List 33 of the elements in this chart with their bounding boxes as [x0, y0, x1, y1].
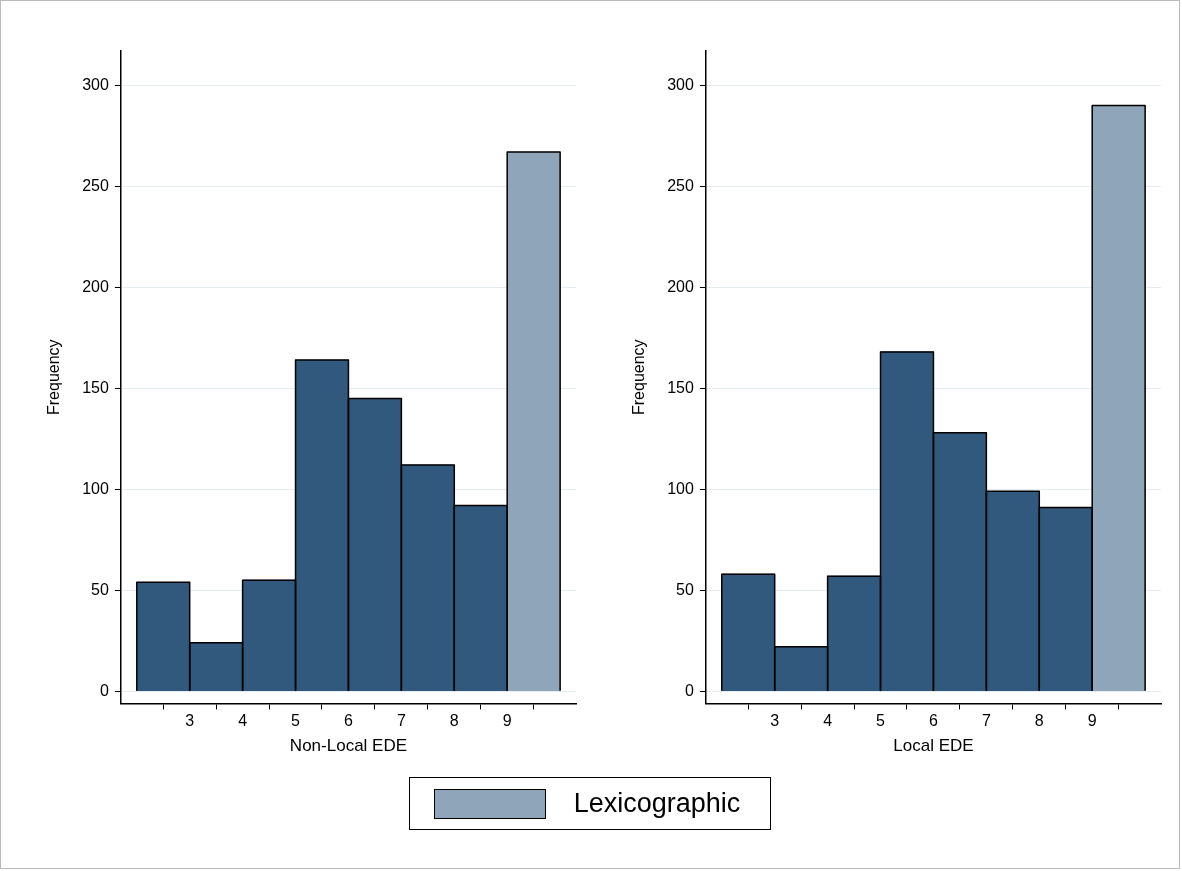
y-tick-label: 300 [82, 75, 109, 93]
y-tick-label: 150 [82, 378, 109, 396]
legend-label: Lexicographic [573, 788, 741, 819]
x-tick-label: 6 [928, 712, 938, 730]
x-tick-label: 3 [770, 712, 780, 730]
x-tick-label: 4 [823, 712, 833, 730]
y-tick-label: 250 [82, 176, 109, 194]
x-axis-title: Local EDE [893, 736, 974, 756]
x-axis-title: Non-Local EDE [289, 736, 408, 756]
x-tick-label: 5 [291, 712, 301, 730]
x-tick-label: 8 [1034, 712, 1044, 730]
y-tick-label: 200 [82, 277, 109, 295]
y-tick-label: 100 [667, 479, 694, 497]
y-tick-label: 50 [91, 580, 109, 598]
x-tick-label: 8 [449, 712, 459, 730]
x-tick-label: 3 [185, 712, 195, 730]
x-tick-label: 5 [876, 712, 886, 730]
y-tick-label: 300 [667, 75, 694, 93]
y-tick-label: 50 [676, 580, 694, 598]
x-tick-label: 7 [396, 712, 406, 730]
y-tick-label: 100 [82, 479, 109, 497]
x-tick-label: 4 [238, 712, 248, 730]
y-tick-label: 200 [667, 277, 694, 295]
x-tick-label: 9 [502, 712, 512, 730]
y-tick-label: 0 [684, 681, 694, 699]
y-tick-label: 250 [667, 176, 694, 194]
x-tick-label: 9 [1087, 712, 1097, 730]
y-tick-label: 0 [99, 681, 109, 699]
y-axis-title: Frequency [45, 339, 63, 415]
y-tick-label: 150 [667, 378, 694, 396]
x-tick-label: 7 [981, 712, 991, 730]
x-tick-label: 6 [343, 712, 353, 730]
y-axis-title: Frequency [630, 339, 648, 415]
